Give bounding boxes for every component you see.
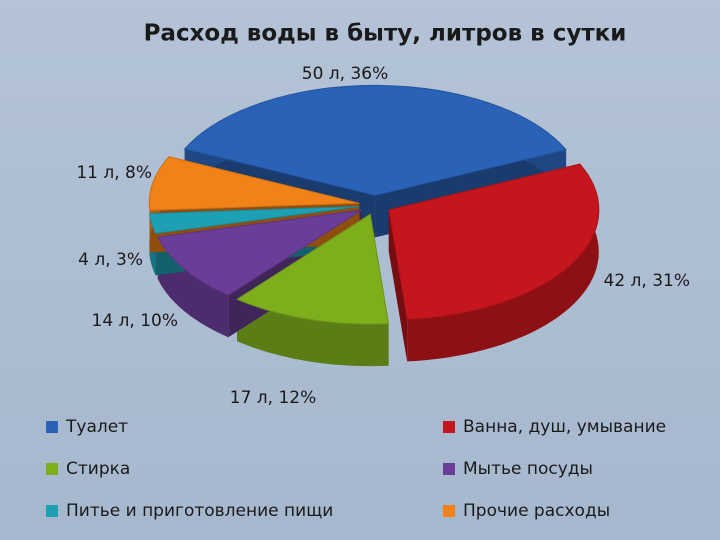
data-label: 50 л, 36% [302,64,389,84]
legend-swatch [46,505,58,517]
slice [388,163,600,320]
data-label: 42 л, 31% [604,271,691,291]
data-label: 11 л, 8% [76,163,152,183]
legend-swatch [443,505,455,517]
legend-swatch [46,421,58,433]
legend-label: Стирка [66,459,130,479]
legend-label: Прочие расходы [463,501,610,521]
data-label: 14 л, 10% [92,311,179,331]
slice-side [407,164,599,362]
legend-label: Ванна, душ, умывание [463,417,666,437]
data-label: 17 л, 12% [230,388,317,408]
slice [157,209,362,296]
slice [149,205,360,234]
legend-label: Питье и приготовление пищи [66,501,333,521]
legend-swatch [443,421,455,433]
slice-face [388,209,408,362]
legend-label: Туалет [65,417,128,437]
legend-label: Мытье посуды [463,459,593,479]
slice-side [237,299,389,367]
slice [183,84,567,196]
legend-swatch [46,463,58,475]
data-label: 4 л, 3% [78,250,143,270]
slice [148,156,360,211]
legend-swatch [443,463,455,475]
slice [236,213,390,325]
chart-title: Расход воды в быту, литров в сутки [144,21,627,47]
